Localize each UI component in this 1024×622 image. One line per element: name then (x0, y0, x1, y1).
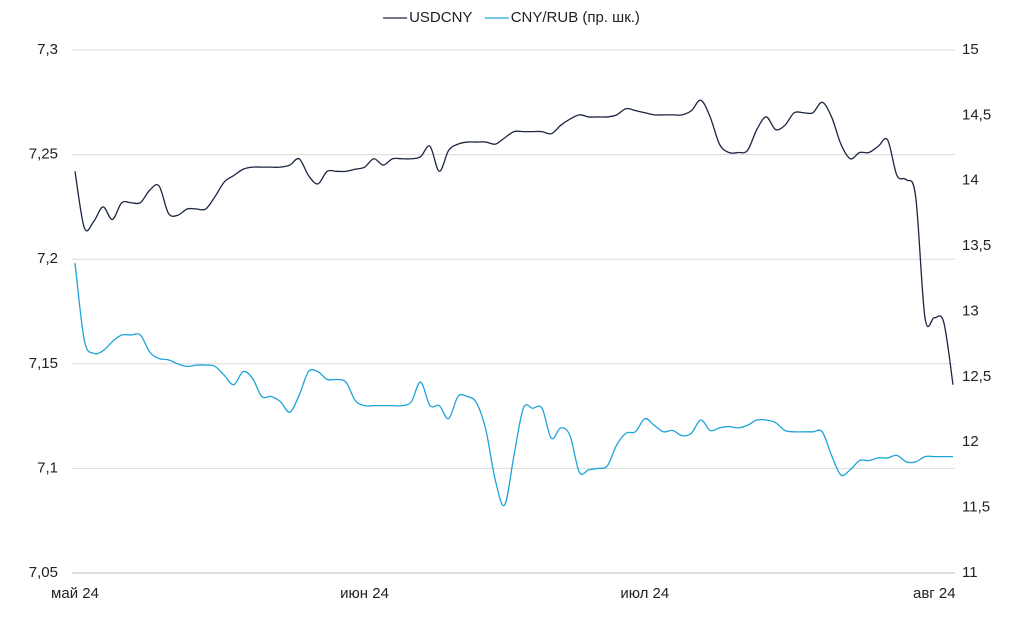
y2-tick-label: 14,5 (962, 106, 991, 123)
y-tick-label: 7,05 (29, 564, 58, 581)
series-line (74, 263, 953, 507)
y-tick-label: 7,1 (37, 459, 58, 476)
y-tick-label: 7,3 (37, 41, 58, 58)
y-tick-label: 7,2 (37, 250, 58, 267)
y2-tick-label: 11 (962, 564, 978, 581)
x-tick-label: июл 24 (620, 585, 669, 602)
series-line (74, 99, 954, 385)
x-tick-label: июн 24 (340, 585, 389, 602)
x-tick-label: авг 24 (913, 585, 956, 602)
y-tick-label: 7,25 (29, 146, 58, 163)
y-tick-label: 7,15 (29, 355, 58, 372)
y2-tick-label: 11,5 (962, 499, 990, 516)
y2-tick-label: 15 (962, 41, 979, 58)
y2-tick-label: 14 (962, 172, 979, 189)
y2-tick-label: 12,5 (962, 368, 991, 385)
x-tick-label: май 24 (51, 585, 99, 602)
legend-label: USDCNY (409, 9, 472, 26)
y2-tick-label: 12 (962, 433, 979, 450)
y2-tick-label: 13 (962, 302, 979, 319)
legend-label: CNY/RUB (пр. шк.) (511, 9, 640, 26)
y2-tick-label: 13,5 (962, 237, 991, 254)
